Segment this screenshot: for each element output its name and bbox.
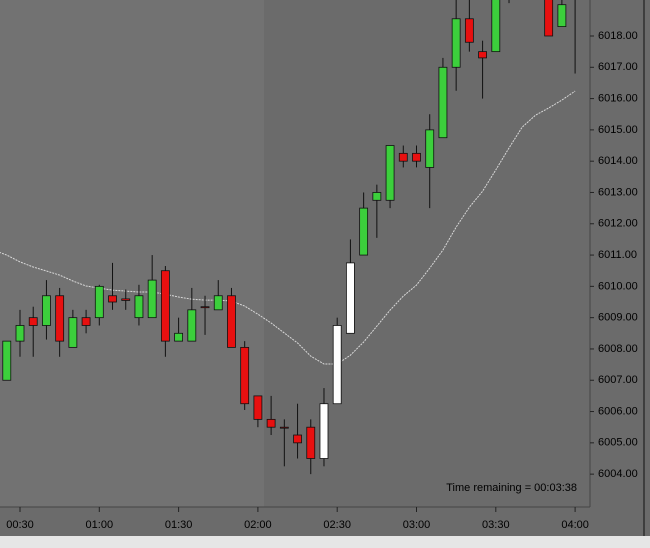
- y-tick-label: 6007.00: [598, 374, 638, 386]
- y-tick-label: 6005.00: [598, 437, 638, 449]
- candle-body: [266, 418, 276, 428]
- candle-body: [134, 295, 144, 319]
- y-tick-label: 6008.00: [598, 343, 638, 355]
- candle-body: [557, 4, 567, 28]
- candle-body: [2, 340, 12, 381]
- y-tick-label: 6015.00: [598, 124, 638, 136]
- candle-body: [28, 317, 38, 326]
- y-tick-label: 6004.00: [598, 468, 638, 480]
- y-tick-label: 6010.00: [598, 280, 638, 292]
- x-tick-label: 04:00: [561, 519, 589, 531]
- moving-average: [0, 90, 576, 365]
- y-tick-label: 6016.00: [598, 92, 638, 104]
- x-tick-label: 02:00: [244, 519, 272, 531]
- candle-body: [478, 51, 487, 59]
- candle-body: [94, 285, 104, 319]
- x-tick-label: 01:00: [86, 519, 114, 531]
- candle-body: [412, 152, 421, 162]
- candle-body: [227, 295, 236, 348]
- candle-body: [15, 325, 25, 342]
- candle-body: [279, 426, 289, 429]
- candle-body: [187, 309, 197, 342]
- candle-body: [491, 0, 501, 53]
- candle-body: [240, 346, 250, 405]
- candle-body: [385, 145, 395, 201]
- x-tick-label: 01:30: [165, 519, 193, 531]
- session-shade: [0, 0, 264, 507]
- y-tick-label: 6012.00: [598, 218, 638, 230]
- candle-body: [68, 317, 78, 348]
- candle-body: [147, 279, 157, 319]
- candle-body: [438, 66, 448, 139]
- x-tick-label: 00:30: [6, 519, 34, 531]
- candle-body: [544, 0, 554, 37]
- candle-body: [42, 295, 51, 326]
- candle-body: [174, 332, 184, 342]
- candle-body: [372, 192, 382, 201]
- candle-body: [425, 129, 435, 168]
- candle-body: [253, 395, 263, 420]
- x-tick-label: 03:00: [403, 519, 431, 531]
- candle-body: [81, 317, 91, 326]
- candle-body: [398, 152, 408, 162]
- y-tick-label: 6011.00: [598, 249, 637, 261]
- candle-body: [332, 325, 342, 405]
- plot-area: [0, 0, 576, 475]
- candle-body: [464, 18, 474, 43]
- candle-body: [121, 298, 131, 301]
- candle-body: [160, 270, 170, 342]
- candle-body: [108, 295, 117, 303]
- y-tick-label: 6014.00: [598, 155, 638, 167]
- candle-body: [55, 295, 65, 342]
- candle-body: [319, 403, 329, 459]
- candle-body: [346, 262, 355, 334]
- candle-body: [359, 207, 369, 256]
- y-tick-label: 6009.00: [598, 312, 638, 324]
- scrollbar[interactable]: [0, 536, 650, 548]
- y-tick-label: 6006.00: [598, 405, 638, 417]
- x-tick-label: 03:30: [482, 519, 510, 531]
- y-tick-label: 6018.00: [598, 30, 638, 42]
- y-tick-label: 6017.00: [598, 61, 638, 73]
- candle-body: [293, 434, 302, 444]
- time-remaining: Time remaining = 00:03:38: [446, 482, 577, 494]
- x-tick-label: 02:30: [323, 519, 351, 531]
- candle-body: [213, 295, 223, 311]
- candle-body: [451, 18, 461, 68]
- y-tick-label: 6013.00: [598, 186, 638, 198]
- candle-body: [306, 426, 316, 459]
- candle-body: [200, 306, 210, 309]
